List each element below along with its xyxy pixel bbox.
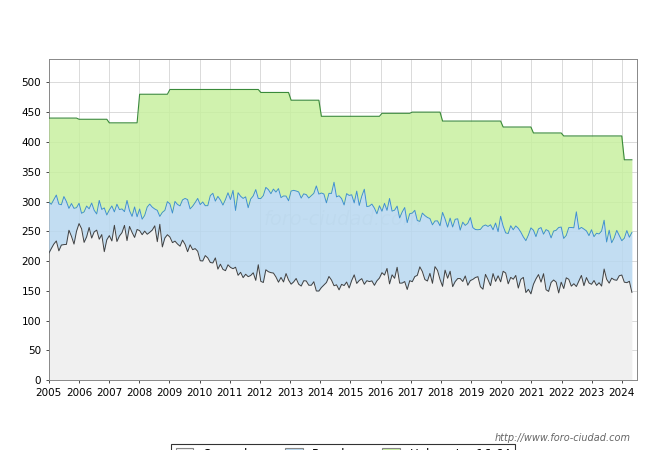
Text: http://www.foro-ciudad.com: http://www.foro-ciudad.com (495, 433, 630, 443)
Text: Táliga  -  Evolucion de la poblacion en edad de Trabajar Mayo de 2024: Táliga - Evolucion de la poblacion en ed… (38, 16, 612, 32)
Legend: Ocupados, Parados, Hab. entre 16-64: Ocupados, Parados, Hab. entre 16-64 (171, 444, 515, 450)
Text: foro-ciudad.com: foro-ciudad.com (263, 210, 422, 229)
